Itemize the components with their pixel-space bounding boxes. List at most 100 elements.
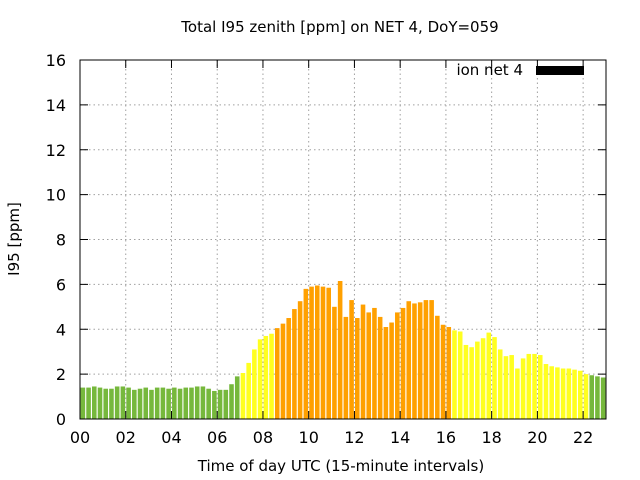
bar [320,286,326,419]
bar [80,387,86,419]
bar [486,332,492,419]
x-axis-title: Time of day UTC (15-minute intervals) [197,457,484,475]
y-tick-label: 4 [56,320,66,339]
bar [263,335,269,419]
bar [492,337,497,419]
bar [412,303,417,419]
bar [303,288,309,419]
bar [503,356,509,419]
bar [229,384,234,419]
bar [372,307,377,419]
y-tick-label: 16 [46,51,66,70]
bar [166,388,171,419]
bar [240,373,246,419]
x-tick-label: 18 [481,428,501,447]
x-tick-label: 20 [527,428,547,447]
bar [172,387,177,419]
bar [423,300,429,419]
grid-lines [80,60,606,419]
bar [520,358,526,419]
bar [446,327,452,419]
bar [234,376,240,419]
bar [332,306,337,419]
x-tick-label: 16 [436,428,456,447]
bar-series [80,281,606,419]
y-tick-label: 8 [56,231,66,250]
bar [309,286,314,419]
bar [589,375,594,419]
bar [480,338,486,419]
y-tick-label: 12 [46,141,66,160]
bar [383,327,389,419]
bar [194,386,200,419]
bar [555,367,560,419]
bar [257,339,263,419]
bar [497,349,503,419]
bar [86,387,91,419]
bar [349,300,354,419]
bar [200,386,206,419]
bar [543,364,549,419]
bar [435,315,440,419]
bar [326,287,331,419]
bar [509,355,514,419]
bar [532,353,537,419]
bar [429,300,434,419]
bar [160,387,166,419]
x-tick-labels: 00 02 04 06 08 10 12 14 16 18 20 22 [70,428,593,447]
bar [246,362,251,419]
bar [389,322,394,419]
bar [417,302,423,419]
bar [280,323,286,419]
bar [452,330,457,419]
y-tick-label: 14 [46,96,66,115]
x-tick-label: 12 [344,428,364,447]
bar [360,304,366,419]
bar [549,366,554,419]
bar [526,353,532,419]
y-tick-label: 10 [46,186,66,205]
x-tick-label: 10 [299,428,319,447]
bar [126,387,131,419]
bar [343,316,349,419]
bar [206,388,211,419]
bar [337,281,343,419]
bar [377,316,383,419]
bar [537,355,543,419]
y-axis-title: I95 [ppm] [5,202,23,276]
bar [286,318,291,419]
bar [120,386,126,419]
bar [177,388,183,419]
bar [395,312,400,419]
bar [183,387,189,419]
bar [560,368,566,419]
bar [406,301,412,419]
chart-title: Total I95 zenith [ppm] on NET 4, DoY=059 [180,18,498,36]
bar [314,285,320,419]
bar [274,328,280,419]
bar [457,331,463,419]
bar [149,389,154,419]
bar [223,389,229,419]
bar [583,374,589,419]
bar [600,377,606,419]
x-tick-label: 02 [116,428,136,447]
bar [400,307,406,419]
y-tick-labels: 0 2 4 6 8 10 12 14 16 [46,51,66,429]
bar [440,324,446,419]
bar [212,390,217,419]
bar [132,389,137,419]
x-tick-label: 00 [70,428,90,447]
bar [566,368,572,419]
bar [572,369,577,419]
legend-swatch [536,66,584,75]
bar [92,386,97,419]
x-tick-label: 08 [253,428,273,447]
y-tick-label: 6 [56,275,66,294]
bar [189,387,194,419]
bar [114,386,120,419]
bar [355,318,360,419]
y-tick-label: 0 [56,410,66,429]
y-tick-label: 2 [56,365,66,384]
legend: ion net 4 [456,61,584,79]
